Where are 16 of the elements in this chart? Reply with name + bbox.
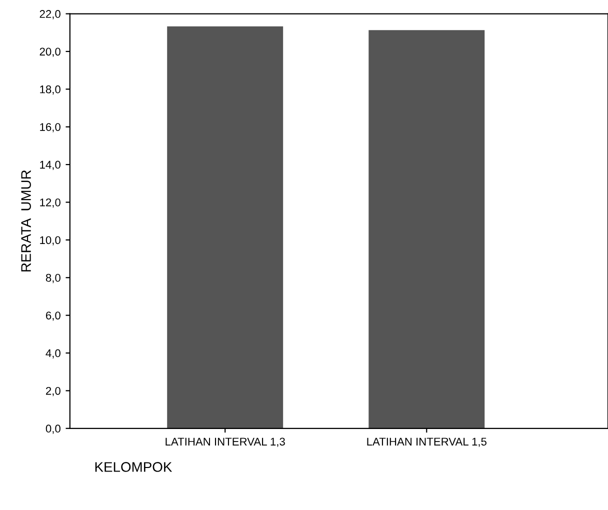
y-tick-label: 10,0 [40,236,60,246]
y-tick-label: 18,0 [40,85,60,95]
y-tick-label: 8,0 [46,274,60,284]
y-tick-label: 16,0 [40,123,60,132]
x-tick-label: LATIHAN INTERVAL 1,3 [166,438,285,447]
y-tick-label: 22,0 [40,10,60,20]
y-axis-title: RERATA UMUR [21,170,31,272]
y-tick-label: 6,0 [46,312,60,321]
y-tick-label: 0,0 [46,424,60,434]
x-axis-title: KELOMPOK [95,462,172,472]
y-tick-label: 20,0 [40,48,60,57]
y-tick-label: 14,0 [40,160,60,170]
y-tick-label: 4,0 [46,349,60,358]
y-tick-label: 2,0 [46,386,60,396]
x-tick-label: LATIHAN INTERVAL 1,5 [367,438,486,447]
y-tick-label: 12,0 [40,198,60,208]
